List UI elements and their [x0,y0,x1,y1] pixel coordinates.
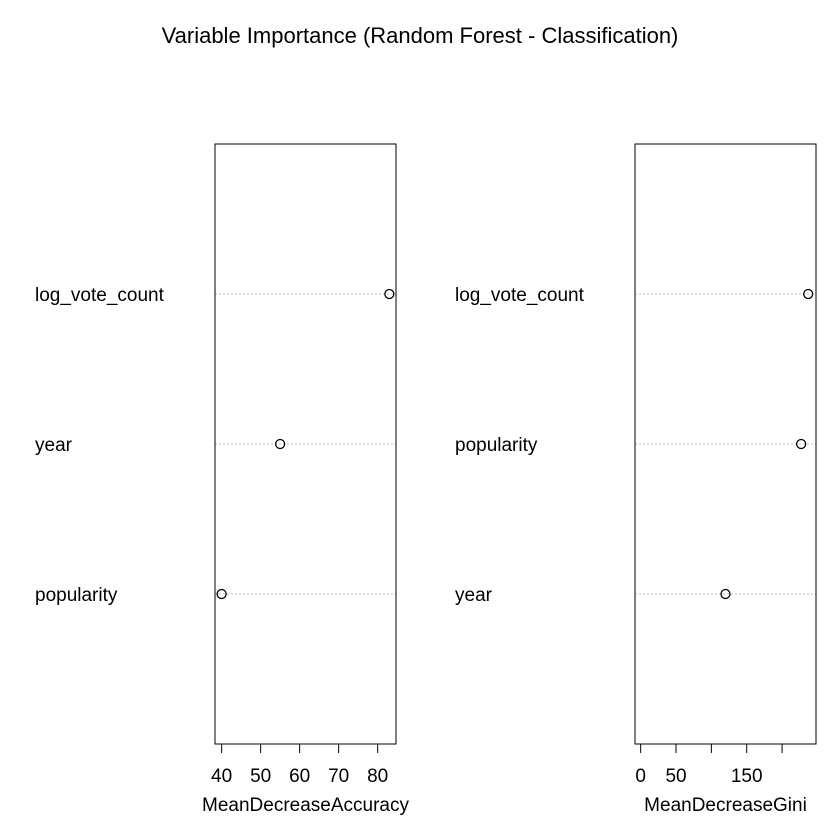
category-label: log_vote_count [455,285,585,306]
category-label: popularity [35,585,118,606]
x-tick-label: 40 [211,766,232,787]
x-axis-label: MeanDecreaseGini [644,795,807,816]
x-tick-label: 60 [289,766,310,787]
data-point [803,288,814,300]
data-point [720,588,731,600]
x-tick-label: 50 [665,766,686,787]
data-point [216,588,227,600]
category-label: popularity [455,435,538,456]
data-point [796,438,807,450]
category-label: year [35,435,73,456]
x-tick-label: 70 [328,766,349,787]
x-tick-label: 0 [635,766,646,787]
dotchart-panel-2: log_vote_count popularity year 0 50 150 MeanDe… [455,143,817,816]
x-tick-label: 50 [250,766,271,787]
category-label: log_vote_count [35,285,165,306]
x-axis-label: MeanDecreaseAccuracy [202,795,409,816]
category-label: year [455,585,493,606]
data-point [384,288,395,300]
data-point [274,438,286,450]
x-tick-label: 80 [367,766,388,787]
chart-title: Variable Importance (Random Forest - Cla… [162,23,679,48]
x-tick-label: 150 [731,766,763,787]
